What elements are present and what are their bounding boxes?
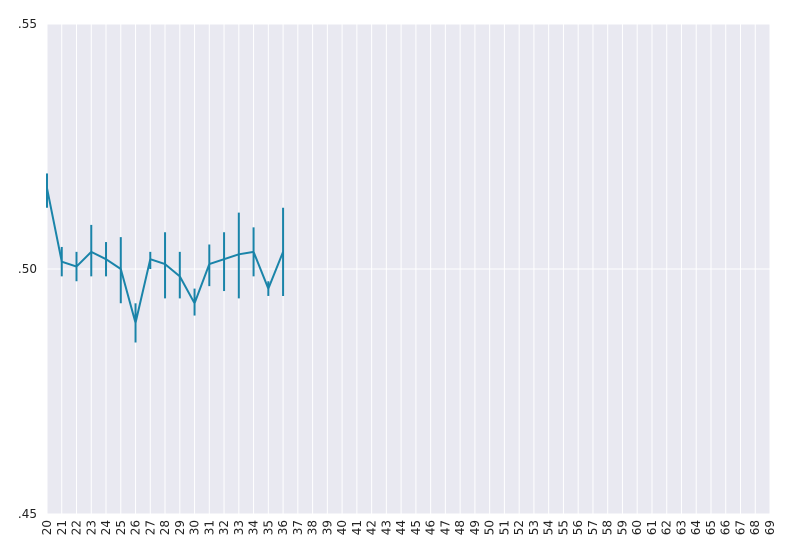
x-tick-label: 37 <box>291 520 305 535</box>
series-layer <box>46 173 285 343</box>
x-tick-label: 26 <box>129 520 143 535</box>
x-tick-label: 31 <box>202 520 216 535</box>
x-tick-label: 60 <box>630 520 644 535</box>
x-tick-labels: 20 21 22 23 24 25 26 27 28 29 30 31 32 33 34 35 36 37 38 39… <box>40 520 777 535</box>
x-tick-label: 63 <box>674 520 688 535</box>
x-tick-label: 47 <box>438 520 452 535</box>
x-tick-label: 59 <box>615 520 629 535</box>
x-tick-label: 23 <box>84 520 98 535</box>
x-tick-label: 52 <box>512 520 526 535</box>
x-tick-label: 22 <box>70 520 84 535</box>
x-tick-label: 40 <box>335 520 349 535</box>
x-tick-label: 36 <box>276 520 290 535</box>
x-tick-label: 55 <box>556 520 570 535</box>
x-tick-label: 41 <box>350 520 364 535</box>
x-tick-label: 29 <box>173 520 187 535</box>
x-tick-label: 67 <box>733 520 747 535</box>
x-tick-label: 21 <box>55 520 69 535</box>
x-tick-label: 54 <box>542 520 556 535</box>
x-tick-label: 69 <box>763 520 777 535</box>
x-tick-label: 49 <box>468 520 482 535</box>
x-tick-label: 46 <box>424 520 438 535</box>
y-tick-label: .55 <box>18 17 37 31</box>
x-tick-label: 61 <box>645 520 659 535</box>
x-tick-label: 25 <box>114 520 128 535</box>
y-tick-label: .50 <box>18 262 37 276</box>
x-tick-label: 44 <box>394 520 408 535</box>
x-tick-label: 53 <box>527 520 541 535</box>
x-tick-label: 35 <box>261 520 275 535</box>
x-tick-label: 39 <box>320 520 334 535</box>
x-tick-label: 43 <box>379 520 393 535</box>
x-tick-label: 56 <box>571 520 585 535</box>
x-tick-label: 66 <box>719 520 733 535</box>
x-tick-label: 65 <box>704 520 718 535</box>
x-tick-label: 24 <box>99 520 113 535</box>
x-tick-label: 28 <box>158 520 172 535</box>
x-tick-label: 64 <box>689 520 703 535</box>
x-tick-label: 62 <box>660 520 674 535</box>
x-tick-label: 32 <box>217 520 231 535</box>
x-tick-label: 57 <box>586 520 600 535</box>
x-tick-label: 42 <box>365 520 379 535</box>
x-tick-label: 45 <box>409 520 423 535</box>
x-tick-label: 50 <box>483 520 497 535</box>
x-tick-label: 68 <box>748 520 762 535</box>
x-tick-label: 48 <box>453 520 467 535</box>
x-tick-label: 20 <box>40 520 54 535</box>
x-tick-label: 58 <box>601 520 615 535</box>
x-tick-label: 33 <box>232 520 246 535</box>
y-tick-labels: .45 .50 .55 <box>18 17 37 521</box>
x-tick-label: 30 <box>188 520 202 535</box>
x-tick-label: 38 <box>306 520 320 535</box>
x-tick-label: 34 <box>247 520 261 535</box>
x-tick-label: 27 <box>143 520 157 535</box>
y-tick-label: .45 <box>18 507 37 521</box>
x-tick-label: 51 <box>497 520 511 535</box>
